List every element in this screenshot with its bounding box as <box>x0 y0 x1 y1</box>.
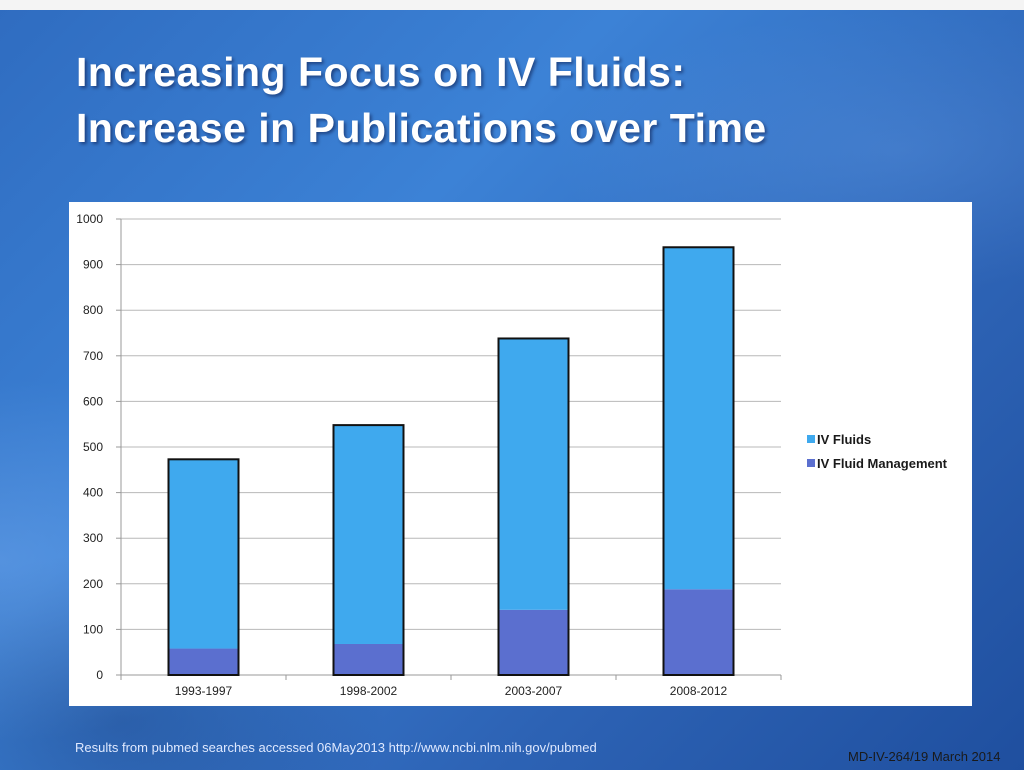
bar-outline <box>332 424 405 676</box>
y-tick-label: 200 <box>83 577 103 591</box>
bar-iv-fluids <box>168 459 239 649</box>
slide-title: Increasing Focus on IV Fluids: Increase … <box>76 44 976 156</box>
top-band <box>0 0 1024 10</box>
y-tick-label: 600 <box>83 394 103 408</box>
bar-outline <box>662 246 735 676</box>
x-tick-label: 2003-2007 <box>505 684 563 698</box>
y-tick-label: 500 <box>83 440 103 454</box>
bar-iv-fluid-management <box>498 609 569 675</box>
bar-iv-fluids <box>333 425 404 644</box>
legend-label: IV Fluids <box>817 432 871 447</box>
legend-label: IV Fluid Management <box>817 456 948 471</box>
chart-panel: 0 100 200 300 400 500 600 700 800 900 1000 1993-199… <box>69 202 972 706</box>
y-tick-label: 400 <box>83 486 103 500</box>
y-tick-label: 800 <box>83 303 103 317</box>
title-line-2: Increase in Publications over Time <box>76 105 767 151</box>
bar-iv-fluid-management <box>663 589 734 675</box>
bar-iv-fluid-management <box>333 643 404 675</box>
x-tick-label: 2008-2012 <box>670 684 728 698</box>
x-tick-label: 1993-1997 <box>175 684 233 698</box>
y-tick-label: 100 <box>83 622 103 636</box>
legend-swatch <box>807 459 815 467</box>
title-line-1: Increasing Focus on IV Fluids: <box>76 49 686 95</box>
y-tick-label: 700 <box>83 349 103 363</box>
y-tick-label: 0 <box>96 668 103 682</box>
y-tick-label: 1000 <box>76 212 103 226</box>
footer-note: Results from pubmed searches accessed 06… <box>75 740 597 755</box>
x-tick-label: 1998-2002 <box>340 684 398 698</box>
legend-swatch <box>807 435 815 443</box>
bar-outline <box>497 337 570 677</box>
bar-iv-fluids <box>663 247 734 590</box>
bar-iv-fluid-management <box>168 648 239 675</box>
bar-outline <box>167 458 240 677</box>
y-tick-label: 300 <box>83 531 103 545</box>
bar-chart: 0 100 200 300 400 500 600 700 800 900 1000 1993-199… <box>76 212 948 698</box>
bar-iv-fluids <box>498 338 569 610</box>
footer-code: MD-IV-264/19 March 2014 <box>848 749 1001 764</box>
y-tick-label: 900 <box>83 258 103 272</box>
